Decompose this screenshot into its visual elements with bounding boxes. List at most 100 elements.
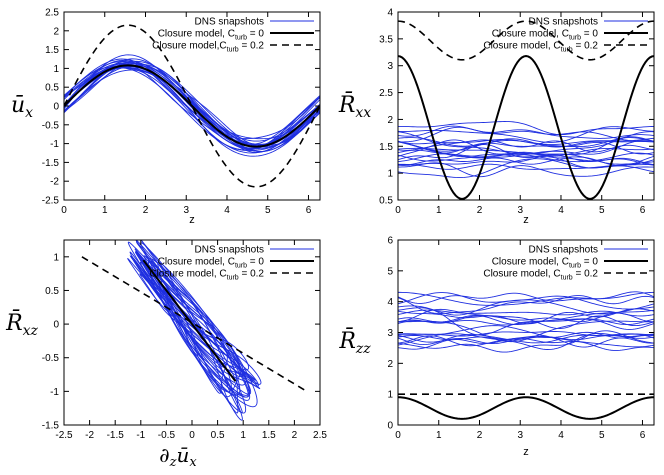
y-tick-label: 0 [387, 421, 393, 432]
dns-snapshot-line [398, 121, 654, 136]
dns-snapshot-line [398, 307, 654, 336]
dns-snapshot-line [398, 125, 654, 139]
y-tick-label: -2.5 [42, 196, 60, 207]
x-tick-label: 2 [477, 430, 483, 441]
dns-snapshot-line [64, 63, 320, 150]
y-tick-label: 3.5 [379, 34, 393, 45]
x-tick-label: 0 [189, 430, 195, 441]
x-tick-label: 0 [61, 205, 67, 216]
y-tick-label: 0.5 [45, 286, 59, 297]
plot-frame [397, 239, 655, 426]
legend-label: DNS snapshots [529, 17, 598, 28]
y-axis-label: R̄xx [338, 91, 371, 121]
x-tick-label: 5 [599, 430, 605, 441]
y-tick-label: 0.5 [379, 196, 393, 207]
dns-snapshot-loop [157, 261, 228, 394]
y-axis-label: ūx [11, 93, 33, 121]
dns-snapshot-line [398, 333, 654, 345]
x-tick-label: 2 [143, 205, 149, 216]
y-tick-label: 0.5 [45, 83, 59, 94]
x-tick-label: 0 [395, 205, 401, 216]
dns-snapshot-loop [143, 255, 241, 396]
plot-frame [63, 11, 321, 201]
x-axis-label: z [189, 214, 195, 226]
dns-snapshot-line [398, 141, 654, 155]
x-axis-label: ∂zūx [159, 443, 197, 470]
plot-frame [397, 11, 655, 201]
plot-frame [63, 239, 321, 426]
y-tick-label: 2 [387, 359, 393, 370]
y-tick-label: -1.5 [42, 158, 60, 169]
x-tick-label: -0.5 [158, 430, 176, 441]
dns-snapshot-loop [147, 258, 241, 398]
y-tick-label: 2 [387, 115, 393, 126]
closure-model-cturb-0-line [64, 64, 320, 148]
y-tick-label: -0.5 [42, 353, 60, 364]
y-tick-label: 5 [387, 266, 393, 277]
dns-snapshot-line [64, 67, 320, 151]
dns-snapshot-line [64, 65, 320, 140]
dns-snapshot-line [398, 309, 654, 317]
legend-label: Closure model, Cturb = 0.2 [483, 269, 598, 282]
x-tick-label: 6 [640, 430, 646, 441]
plot-area-rzz [398, 291, 654, 420]
dns-snapshot-line [398, 315, 654, 329]
x-tick-label: -1 [136, 430, 145, 441]
x-tick-label: 1 [240, 430, 246, 441]
y-tick-label: -1 [50, 139, 59, 150]
plot-area-ux [64, 24, 320, 188]
dns-snapshot-line [398, 314, 654, 325]
dns-snapshot-line [398, 162, 654, 178]
x-tick-label: 4 [558, 205, 564, 216]
panel-rxz: -2.5 -2 -1.5 -1 -0.5 0 0.5 1 1.5 2 2.5 -1.5 -1 -0.5 0 0… [5, 239, 327, 470]
x-tick-label: 5 [265, 205, 271, 216]
y-tick-label: 0 [53, 102, 59, 113]
x-tick-label: 3 [517, 205, 523, 216]
x-tick-label: 1 [436, 430, 442, 441]
legend-label: Closure model, Cturb = 0 [492, 29, 599, 42]
y-tick-label: 1.5 [379, 142, 393, 153]
closure-model-cturb-0-line [398, 55, 654, 200]
legend-label: Closure model, Cturb = 0 [158, 257, 265, 270]
y-tick-label: 0 [53, 320, 59, 331]
x-tick-label: -1.5 [107, 430, 125, 441]
dns-snapshot-loop [127, 241, 258, 408]
legend-label: DNS snapshots [195, 245, 264, 256]
y-tick-label: 6 [387, 236, 393, 247]
x-tick-label: -2 [85, 430, 94, 441]
dns-snapshot-line [64, 64, 320, 157]
y-tick-label: -2 [50, 177, 59, 188]
y-tick-label: 4 [387, 8, 393, 19]
x-tick-label: 6 [306, 205, 312, 216]
dns-snapshot-line [398, 295, 654, 316]
dns-snapshot-line [398, 138, 654, 152]
legend-label: Closure model, Cturb = 0 [158, 29, 265, 42]
x-tick-label: 4 [558, 430, 564, 441]
closure-model-cturb-0-line [398, 396, 654, 420]
x-tick-label: -2.5 [55, 430, 73, 441]
dns-snapshot-line [398, 131, 654, 155]
legend-label: Closure model,Cturb = 0.2 [152, 41, 264, 54]
y-tick-label: 1.5 [45, 45, 59, 56]
y-tick-label: 2 [53, 26, 59, 37]
x-tick-label: 2 [292, 430, 298, 441]
dns-snapshot-line [398, 126, 654, 143]
dns-snapshot-line [398, 291, 654, 304]
plot-area-rxx [398, 20, 654, 200]
x-tick-label: 1 [102, 205, 108, 216]
dns-snapshot-line [398, 147, 654, 156]
y-tick-label: -1 [50, 387, 59, 398]
y-tick-label: 1 [387, 390, 393, 401]
y-tick-label: -1.5 [42, 421, 60, 432]
y-tick-label: -0.5 [42, 120, 60, 131]
y-tick-label: 3 [387, 61, 393, 72]
closure-model-cturb-0.2-line [398, 20, 654, 61]
x-tick-label: 4 [224, 205, 230, 216]
dns-snapshot-line [398, 126, 654, 143]
closure-model-cturb-0.2-line [81, 256, 306, 391]
y-tick-label: 1 [387, 169, 393, 180]
dns-snapshot-line [398, 325, 654, 348]
